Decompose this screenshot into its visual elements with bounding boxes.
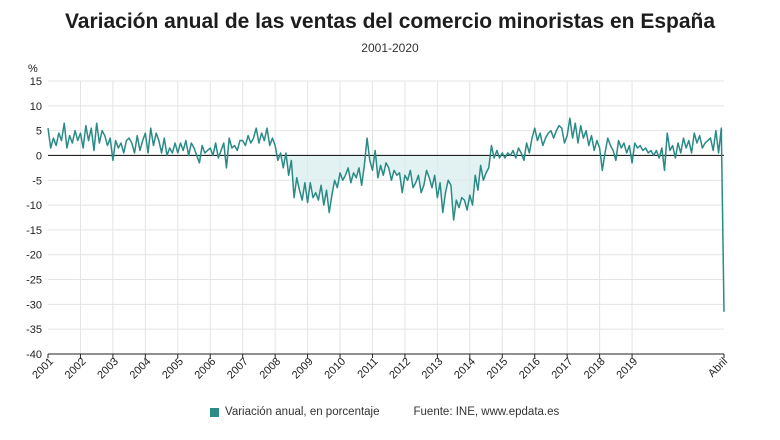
x-tick-label: 2018 — [582, 356, 608, 382]
y-tick-label: -25 — [26, 275, 42, 287]
x-tick-label: 2005 — [160, 356, 186, 382]
y-tick-label: -20 — [26, 250, 42, 262]
x-tick-label: 2002 — [63, 356, 89, 382]
x-tick-label: 2013 — [420, 356, 446, 382]
x-tick-label: 2003 — [95, 356, 121, 382]
y-tick-label: 0 — [36, 150, 42, 162]
x-tick-label: 2019 — [614, 356, 640, 382]
chart-subtitle: 2001-2020 — [361, 41, 419, 55]
x-tick-label: Abril — [706, 356, 730, 380]
legend: Variación anual, en porcentaje Fuente: I… — [210, 406, 559, 418]
x-tick-label: 2010 — [322, 356, 348, 382]
y-tick-label: -5 — [32, 175, 42, 187]
x-tick-label: 2006 — [193, 356, 219, 382]
x-tick-label: 2004 — [128, 356, 154, 382]
x-tick-label: 2012 — [387, 356, 413, 382]
y-tick-label: 15 — [30, 76, 42, 88]
x-tick-label: 2007 — [225, 356, 251, 382]
chart-title: Variación anual de las ventas del comerc… — [64, 10, 716, 33]
y-tick-label: -35 — [26, 324, 42, 336]
x-tick-label: 2009 — [290, 356, 316, 382]
y-tick-label: -30 — [26, 299, 42, 311]
legend-swatch — [210, 407, 219, 417]
legend-series-label: Variación anual, en porcentaje — [225, 406, 380, 418]
y-tick-label: -40 — [26, 349, 42, 361]
x-tick-label: 2014 — [452, 356, 478, 382]
y-tick-label: -10 — [26, 200, 42, 212]
x-tick-label: 2011 — [355, 356, 380, 381]
x-tick-label: 2016 — [517, 356, 543, 382]
y-tick-label: 10 — [30, 101, 42, 113]
y-tick-label: -15 — [26, 225, 42, 237]
source-label: Fuente: INE, www.epdata.es — [413, 406, 560, 418]
negative-area-fill — [48, 155, 722, 220]
y-axis-label: % — [28, 63, 38, 75]
y-tick-label: 5 — [36, 126, 42, 138]
series-line — [47, 117, 725, 312]
x-tick-label: 2015 — [485, 356, 511, 382]
x-tick-label: 2008 — [257, 356, 283, 382]
x-tick-label: 2017 — [549, 356, 575, 382]
